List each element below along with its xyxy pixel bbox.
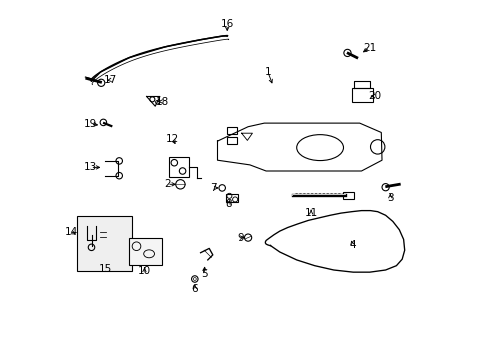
FancyBboxPatch shape: [77, 216, 132, 271]
Text: 10: 10: [138, 266, 151, 276]
Text: 11: 11: [304, 208, 317, 218]
Text: 12: 12: [165, 134, 179, 144]
Text: 3: 3: [386, 193, 393, 203]
Text: 18: 18: [156, 96, 169, 107]
Text: 7: 7: [210, 183, 217, 193]
Text: 21: 21: [363, 42, 376, 53]
Text: 2: 2: [163, 179, 170, 189]
Text: 19: 19: [83, 119, 97, 129]
Text: 16: 16: [220, 19, 233, 30]
Text: 9: 9: [237, 233, 244, 243]
Text: 20: 20: [367, 91, 381, 101]
Text: 5: 5: [201, 269, 207, 279]
Text: 13: 13: [83, 162, 97, 172]
Text: 6: 6: [191, 284, 198, 294]
Text: 14: 14: [65, 227, 78, 237]
Text: 4: 4: [348, 240, 355, 250]
Text: 15: 15: [99, 264, 112, 274]
FancyBboxPatch shape: [129, 238, 162, 265]
Text: 1: 1: [264, 67, 271, 77]
Text: 8: 8: [224, 199, 231, 210]
Text: 17: 17: [104, 75, 117, 85]
